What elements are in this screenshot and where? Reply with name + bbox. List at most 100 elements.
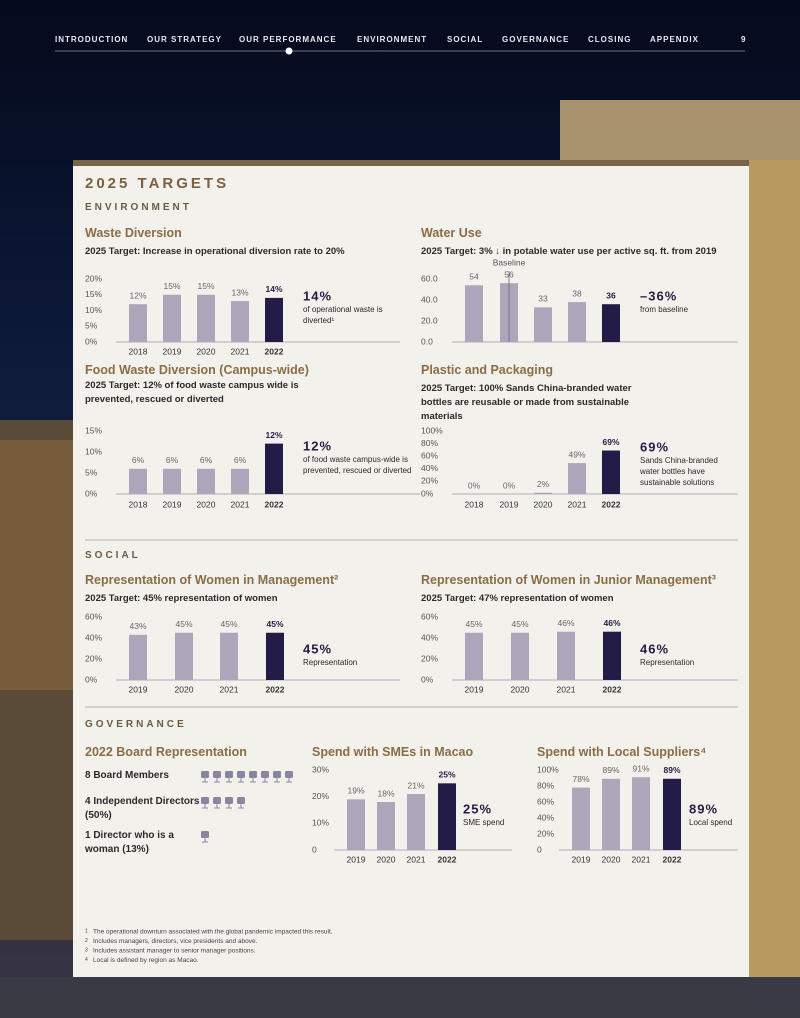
y-tick-label: 20% [421,653,438,663]
bar [568,463,586,494]
y-tick-label: 20% [421,476,438,486]
bar [197,468,215,494]
y-tick-label: 0 [312,844,317,854]
y-tick-label: 15% [85,289,102,299]
bar [568,302,586,342]
bar [163,468,181,494]
page-title: 2025 TARGETS [85,175,229,192]
x-tick-label: 2020 [511,684,530,694]
y-tick-label: 20% [537,828,554,838]
bar [557,631,575,680]
bar [129,304,147,342]
x-tick-label: 2022 [663,854,682,864]
value-label: 12% [129,290,146,300]
bar [602,304,620,342]
callout-text: Local spend [689,818,733,827]
y-tick-label: 0% [85,336,98,346]
y-tick-label: 10% [85,305,102,315]
bar [347,799,365,850]
x-tick-label: 2019 [163,346,182,356]
footnote-text: The operational downturn associated with… [93,929,333,936]
bar [632,777,650,850]
y-tick-label: 100% [537,764,559,774]
x-tick-label: 2021 [568,499,587,509]
x-tick-label: 2021 [231,346,250,356]
seat-icon [225,797,233,804]
seat-icon [213,771,221,778]
value-label: 45% [266,619,283,629]
value-label: 91% [632,763,649,773]
chart-target: 2025 Target: 100% Sands China-branded wa… [421,383,632,422]
page-number: 9 [741,35,746,44]
value-label: 13% [231,287,248,297]
value-label: 45% [175,619,192,629]
bar [175,632,193,680]
board-row-label: 4 Independent Directors (50%) [85,796,200,821]
board-row-label: 8 Board Members [85,770,169,781]
nav-item: SOCIAL [447,35,483,44]
chart-title: Waste Diversion [85,226,182,240]
x-tick-label: 2021 [632,854,651,864]
bar [438,783,456,850]
y-tick-label: 0% [85,488,98,498]
x-tick-label: 2019 [129,684,148,694]
seat-icon [237,797,245,804]
bar [163,294,181,342]
nav-item: CLOSING [588,35,631,44]
y-tick-label: 40% [537,812,554,822]
value-label: 6% [234,455,247,465]
seat-icon [261,771,269,778]
bar [220,632,238,680]
y-tick-label: 100% [421,425,443,435]
value-label: 15% [197,281,214,291]
value-label: 6% [200,455,213,465]
y-tick-label: 20% [85,273,102,283]
x-tick-label: 2022 [265,499,284,509]
seat-icon [201,771,209,778]
bar [602,778,620,850]
x-tick-label: 2022 [265,346,284,356]
x-tick-label: 2018 [129,499,148,509]
callout-text: SME spend [463,818,505,827]
y-tick-label: 40% [421,632,438,642]
x-tick-label: 2019 [500,499,519,509]
footnote-mark: 3 [85,947,88,953]
value-label: 78% [572,774,589,784]
nav-item: OUR PERFORMANCE [239,35,337,44]
canal [0,977,800,1018]
y-tick-label: 10% [85,446,102,456]
value-label: 43% [129,621,146,631]
footnote-mark: 1 [85,928,88,934]
value-label: 45% [465,619,482,629]
y-tick-label: 5% [85,321,98,331]
x-tick-label: 2019 [347,854,366,864]
y-tick-label: 0.0 [421,336,433,346]
chart-title: Spend with SMEs in Macao [312,745,474,759]
section-label: GOVERNANCE [85,719,187,730]
value-label: 6% [132,455,145,465]
x-tick-label: 2022 [438,854,457,864]
y-tick-label: 0% [85,674,98,684]
building-right [560,100,800,170]
chart-target: 2025 Target: 3% ↓ in potable water use p… [421,246,717,257]
value-label: 38 [572,288,582,298]
y-tick-label: 60% [85,611,102,621]
y-tick-label: 20% [85,653,102,663]
y-tick-label: 20% [312,791,329,801]
bar [231,468,249,494]
x-tick-label: 2018 [129,346,148,356]
value-label: 46% [557,618,574,628]
bar [465,632,483,680]
bar [407,794,425,850]
seat-icon [249,771,257,778]
value-label: 89% [663,765,680,775]
value-label: 0% [503,480,516,490]
building-left-lights [0,440,75,690]
callout-value: 69% [640,439,669,454]
bar [197,294,215,342]
value-label: 45% [220,619,237,629]
x-tick-label: 2021 [220,684,239,694]
y-tick-label: 60% [421,611,438,621]
x-tick-label: 2018 [465,499,484,509]
y-tick-label: 0% [421,488,434,498]
